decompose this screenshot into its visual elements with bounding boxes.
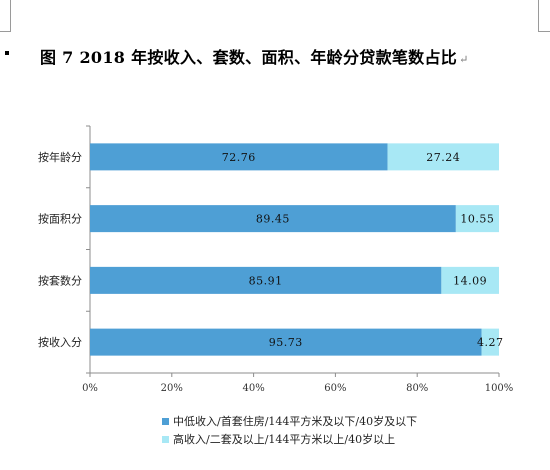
category-label: 按年龄分 [38, 150, 82, 164]
chart-legend: 中低收入/首套住房/144平方米及以下/40岁及以下 高收入/二套及以上/144… [162, 412, 417, 448]
chart-title-text: 图 7 2018 年按收入、套数、面积、年龄分贷款笔数占比 [40, 48, 458, 67]
x-tick-label: 60% [324, 383, 346, 394]
bar-segment-series-2 [455, 205, 499, 233]
bar-segment-series-1 [90, 328, 482, 356]
legend-swatch-series-2 [162, 435, 169, 443]
category-label: 按面积分 [38, 212, 82, 226]
x-tick-label: 0% [82, 383, 98, 394]
bar-segment-series-1 [90, 266, 442, 294]
bar-segment-series-2 [441, 266, 499, 294]
x-tick-label: 100% [485, 383, 514, 394]
data-label: 72.76 [222, 151, 256, 164]
legend-label-series-2: 高收入/二套及以上/144平方米以上/40岁以上 [173, 433, 396, 446]
page-corner-mark-top-left-h [0, 31, 11, 32]
bar-segment-series-1 [90, 205, 456, 233]
data-label: 10.55 [460, 213, 494, 226]
page-corner-mark-top-left [10, 0, 11, 32]
legend-swatch-series-1 [162, 417, 169, 425]
page-corner-mark-top-right-h [538, 31, 550, 32]
data-label: 4.27 [477, 336, 504, 349]
category-label: 按套数分 [38, 273, 82, 287]
data-label: 14.09 [453, 274, 487, 287]
chart-title: 图 7 2018 年按收入、套数、面积、年龄分贷款笔数占比 ↵ [40, 44, 469, 68]
legend-item-series-1: 中低收入/首套住房/144平方米及以下/40岁及以下 [162, 412, 417, 430]
paragraph-mark-icon: ↵ [459, 53, 469, 66]
data-label: 27.24 [426, 151, 460, 164]
data-label: 89.45 [256, 213, 290, 226]
legend-item-series-2: 高收入/二套及以上/144平方米以上/40岁以上 [162, 430, 417, 448]
x-tick-label: 20% [161, 383, 183, 394]
legend-label-series-1: 中低收入/首套住房/144平方米及以下/40岁及以下 [173, 415, 418, 428]
x-tick-label: 40% [242, 383, 264, 394]
data-label: 85.91 [249, 274, 283, 287]
data-label: 95.73 [269, 336, 303, 349]
list-bullet [5, 51, 9, 55]
category-label: 按收入分 [38, 335, 82, 349]
x-tick-label: 80% [406, 383, 428, 394]
page-corner-mark-top-right [538, 0, 539, 32]
bar-segment-series-2 [481, 328, 499, 356]
bar-segment-series-1 [90, 143, 388, 171]
bar-segment-series-2 [387, 143, 499, 171]
